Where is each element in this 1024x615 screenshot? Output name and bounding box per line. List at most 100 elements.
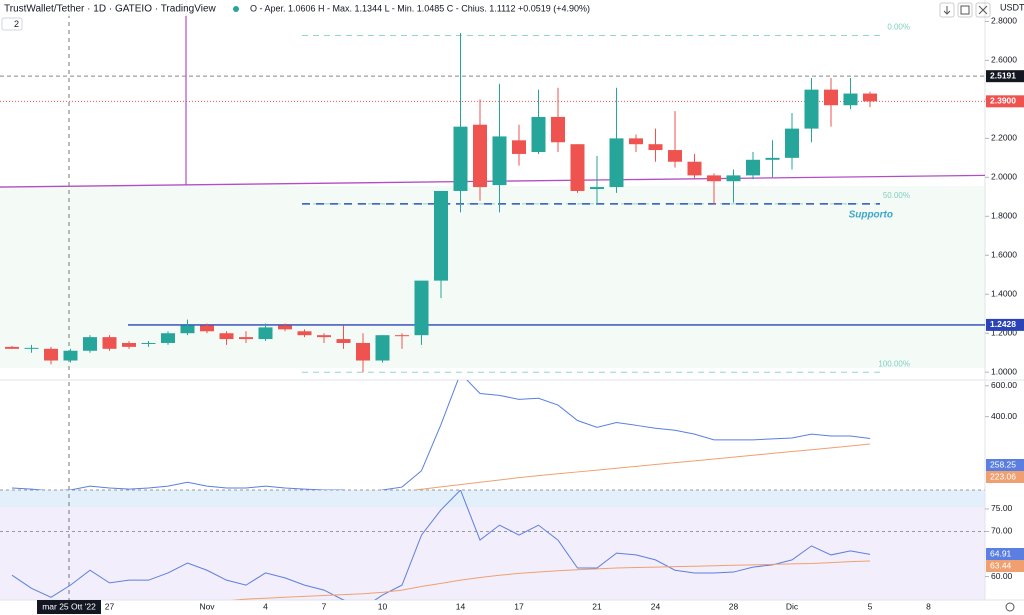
candle-body: [180, 325, 195, 334]
y-tick-label: 1.8000: [991, 211, 1017, 221]
main-pane: [0, 33, 985, 373]
x-tick-label: 8: [926, 601, 931, 611]
indicator-toggle[interactable]: [1, 17, 23, 31]
candle-body: [83, 337, 97, 351]
x-tick-label: Dic: [786, 601, 799, 611]
candle-body: [512, 140, 526, 154]
candle-body: [161, 333, 175, 343]
candle-body: [63, 350, 78, 361]
zone-fill: [0, 186, 985, 368]
y-tick-label: 60.00: [991, 571, 1013, 581]
candle-body: [824, 89, 838, 106]
y-tick-label: 2.2000: [991, 133, 1017, 143]
value-label: 258.25: [990, 459, 1016, 469]
indicator-line: [230, 560, 871, 600]
candle-body: [24, 347, 39, 349]
y-tick-label: 2.8000: [991, 16, 1017, 26]
y-tick-label: 1.6000: [991, 250, 1017, 260]
candle-body: [843, 93, 858, 106]
candle-body: [5, 346, 19, 349]
crosshair-label: mar 25 Ott '22: [42, 601, 96, 611]
fib-label: 0.00%: [887, 23, 910, 32]
settings-button[interactable]: [1005, 602, 1015, 612]
indicator-count: 2: [14, 19, 19, 29]
candle-body: [668, 150, 682, 162]
candle-body: [239, 337, 253, 340]
crosshair-box: [37, 600, 101, 614]
x-tick-label: 5: [868, 601, 873, 611]
x-tick-label: 27: [105, 601, 115, 611]
candle-body: [687, 161, 702, 176]
plot-layer: 2.80002.60002.40002.20002.00001.80001.60…: [0, 16, 1024, 614]
x-tick-label: Nov: [199, 601, 215, 611]
y-tick-label: 1.0000: [991, 366, 1017, 376]
fib-label: 50.00%: [883, 191, 910, 200]
candle-body: [765, 157, 780, 160]
candle-body: [590, 187, 604, 190]
y-tick-label: 400.00: [991, 411, 1017, 421]
candle-body: [219, 333, 234, 340]
x-tick-label: 4: [263, 601, 268, 611]
price-label: 1.2428: [990, 319, 1016, 329]
y-tick-label: 2.6000: [991, 55, 1017, 65]
price-box: [986, 318, 1024, 331]
band-fill: [0, 490, 985, 507]
value-box: [986, 560, 1024, 572]
value-box: [986, 548, 1024, 560]
value-label: 223.06: [990, 471, 1016, 481]
candle-body: [746, 159, 760, 176]
candle-body: [570, 144, 585, 191]
button-maximize[interactable]: [957, 2, 973, 18]
rsi-pane: [0, 490, 985, 600]
x-tick-label: 14: [456, 601, 466, 611]
y-tick-label: 75.00: [991, 503, 1013, 513]
x-tick-label: 17: [514, 601, 524, 611]
icon: [978, 5, 988, 15]
x-tick-label: 10: [378, 601, 388, 611]
candle-body: [609, 138, 624, 188]
candle-body: [629, 138, 643, 145]
button-close[interactable]: [975, 2, 991, 18]
price-label: 2.3900: [990, 96, 1016, 106]
price-box: [986, 70, 1024, 83]
indicator-line: [11, 490, 871, 600]
icon: [960, 5, 970, 15]
rsi-fill: [0, 507, 985, 600]
candle-body: [141, 342, 156, 344]
y-tick-label: 70.00: [991, 526, 1013, 536]
candle-body: [492, 136, 507, 186]
y-tick-label: 2.0000: [991, 172, 1017, 182]
x-tick-label: 7: [322, 601, 327, 611]
candle-body: [473, 124, 487, 188]
candle-body: [200, 325, 214, 332]
fib-label: 100.00%: [878, 359, 910, 368]
toolbar: [939, 2, 1015, 612]
candle-body: [44, 348, 58, 361]
indicator-line: [11, 380, 871, 490]
button-down[interactable]: [939, 2, 955, 18]
candle-body: [453, 126, 468, 191]
candle-body: [102, 337, 117, 349]
x-tick-label: 21: [592, 601, 602, 611]
y-tick-label: 1.2000: [991, 327, 1017, 337]
price-box: [986, 95, 1024, 108]
currency: USDT: [1000, 2, 1024, 12]
candle-body: [414, 280, 429, 336]
candle-body: [726, 175, 741, 182]
x-tick-label: 28: [729, 601, 739, 611]
candle-body: [434, 190, 448, 281]
value-label: 63.44: [990, 560, 1012, 570]
candle-body: [648, 144, 663, 151]
value-box: [986, 471, 1024, 483]
candle-body: [531, 116, 546, 152]
icon: [943, 6, 951, 15]
x-tick-label: 24: [651, 601, 661, 611]
candle-body: [863, 93, 877, 102]
price-label: 2.5191: [990, 70, 1016, 80]
candle-body: [317, 335, 331, 338]
support-label: Supporto: [849, 209, 893, 220]
candle-body: [375, 335, 390, 361]
volume-pane: [11, 380, 871, 490]
